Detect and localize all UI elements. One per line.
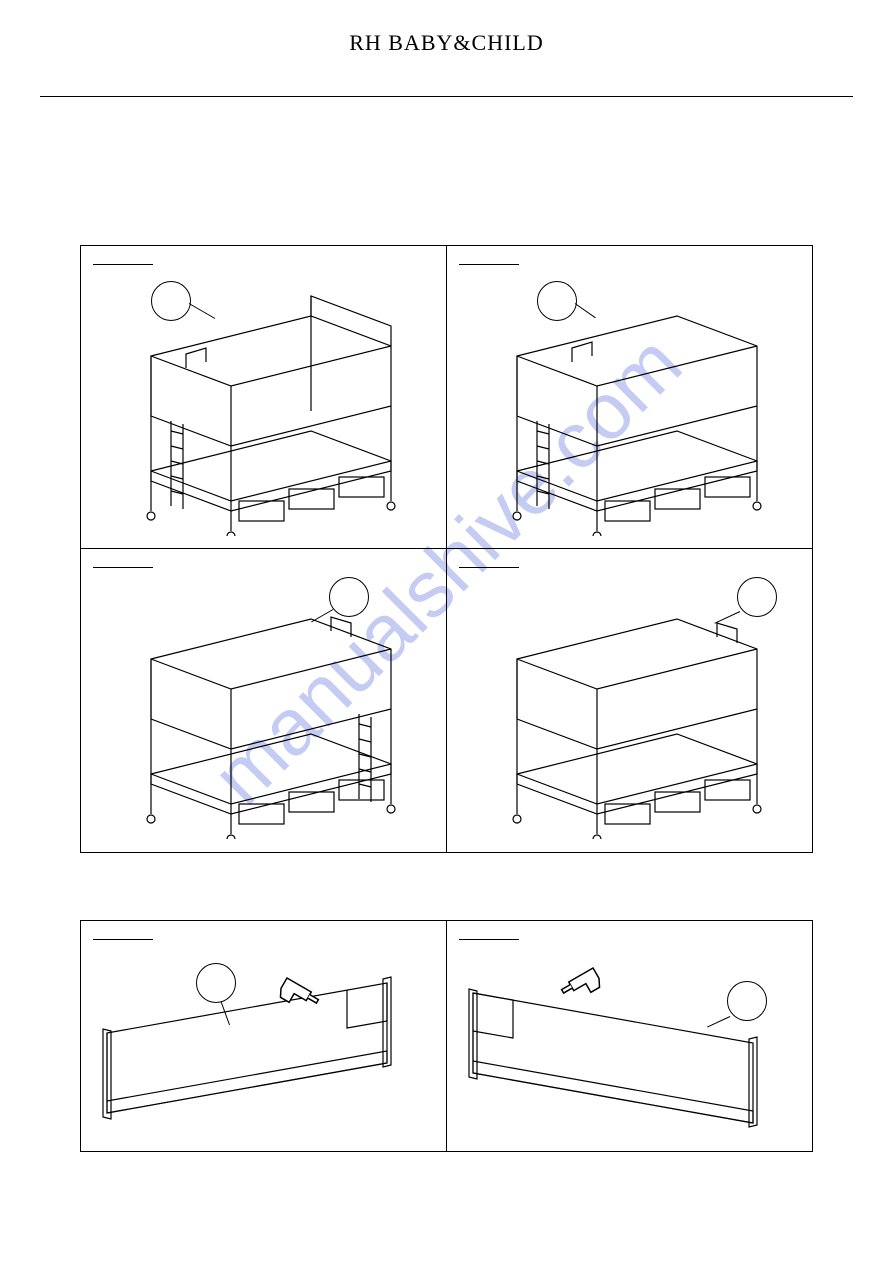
callout-circle [196,963,236,1003]
callout-circle [151,281,191,321]
step-label-underline [459,567,519,568]
assembly-options-grid [80,245,813,853]
bunk-bed-diagram [111,579,421,839]
bunk-bed-diagram [477,579,787,839]
rail-cell-2 [447,921,812,1151]
option-cell-4 [447,549,812,852]
grid-row [81,246,812,549]
rail-cell-1 [81,921,447,1151]
option-cell-3 [81,549,447,852]
bunk-bed-diagram [477,276,787,536]
header-rule [40,96,853,97]
guard-rail-diagram [87,933,442,1143]
brand-header: RH BABY&CHILD [0,0,893,56]
option-cell-2 [447,246,812,549]
callout-circle [737,577,777,617]
grid-row [81,549,812,852]
step-label-underline [459,264,519,265]
brand-text: RH BABY&CHILD [349,30,544,55]
guard-rail-diagram [453,933,808,1143]
callout-circle [537,281,577,321]
callout-circle [329,577,369,617]
step-label-underline [93,567,153,568]
rail-orientation-grid [80,920,813,1152]
callout-circle [727,981,767,1021]
step-label-underline [93,264,153,265]
option-cell-1 [81,246,447,549]
